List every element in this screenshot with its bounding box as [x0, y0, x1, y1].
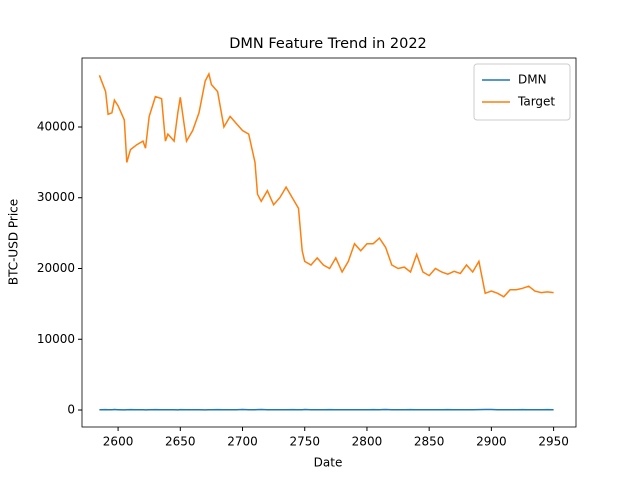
legend-label: Target [517, 95, 555, 109]
y-tick-label: 10000 [37, 332, 75, 346]
y-axis-label: BTC-USD Price [7, 199, 21, 285]
x-tick-label: 2600 [103, 435, 134, 449]
x-tick-label: 2750 [289, 435, 320, 449]
x-tick-label: 2900 [476, 435, 507, 449]
y-tick-label: 0 [67, 403, 75, 417]
y-tick-label: 30000 [37, 190, 75, 204]
x-tick-label: 2800 [352, 435, 383, 449]
x-tick-label: 2700 [227, 435, 258, 449]
y-tick-label: 40000 [37, 119, 75, 133]
chart-title: DMN Feature Trend in 2022 [229, 36, 427, 52]
y-tick-label: 20000 [37, 261, 75, 275]
x-tick-label: 2850 [414, 435, 445, 449]
legend-label: DMN [518, 73, 547, 87]
x-tick-label: 2650 [165, 435, 196, 449]
x-axis-label: Date [314, 456, 343, 470]
x-tick-label: 2950 [538, 435, 569, 449]
